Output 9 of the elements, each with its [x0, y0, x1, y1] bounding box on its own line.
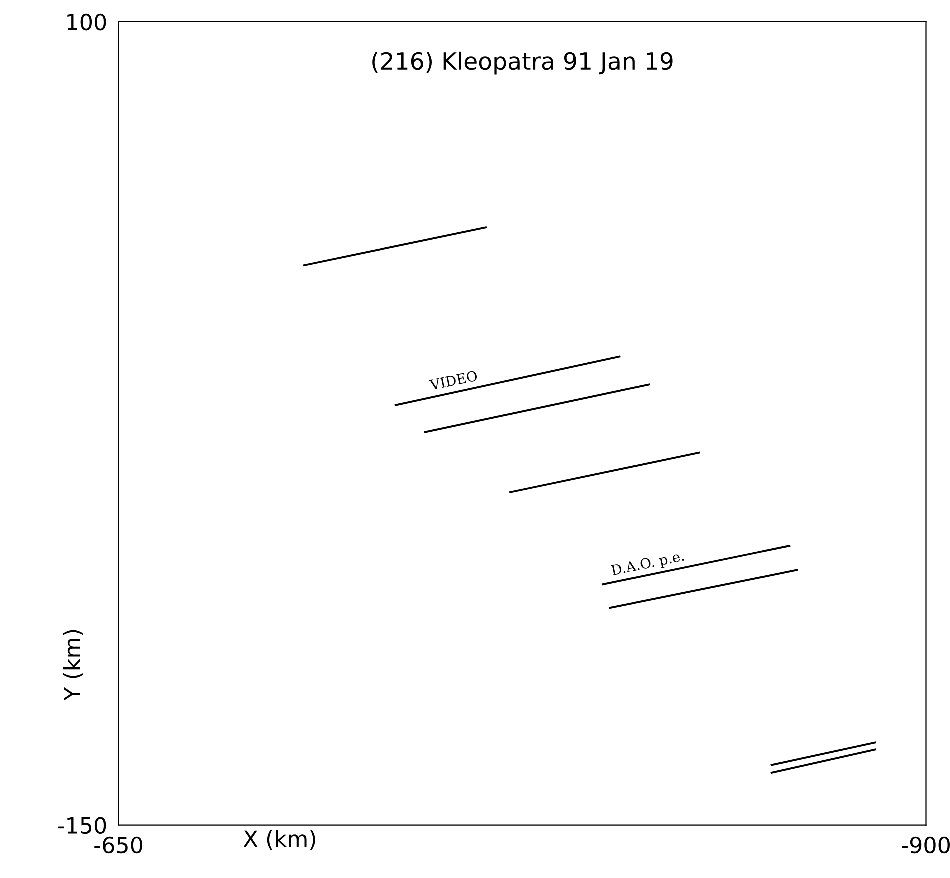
y-tick-label: -150 [58, 817, 106, 834]
y-axis-title: Y (km) [63, 630, 84, 701]
x-axis-title: X (km) [244, 830, 316, 850]
y-tick-label: 100 [68, 14, 106, 31]
x-tick-label: -900 [902, 836, 950, 854]
text: (216) Kleopatra 91 Jan 19 [372, 52, 673, 75]
annotation: VIDEO [429, 370, 478, 391]
x-tick-label: -650 [94, 836, 142, 854]
annotation: D.A.O. p.e. [610, 550, 685, 578]
